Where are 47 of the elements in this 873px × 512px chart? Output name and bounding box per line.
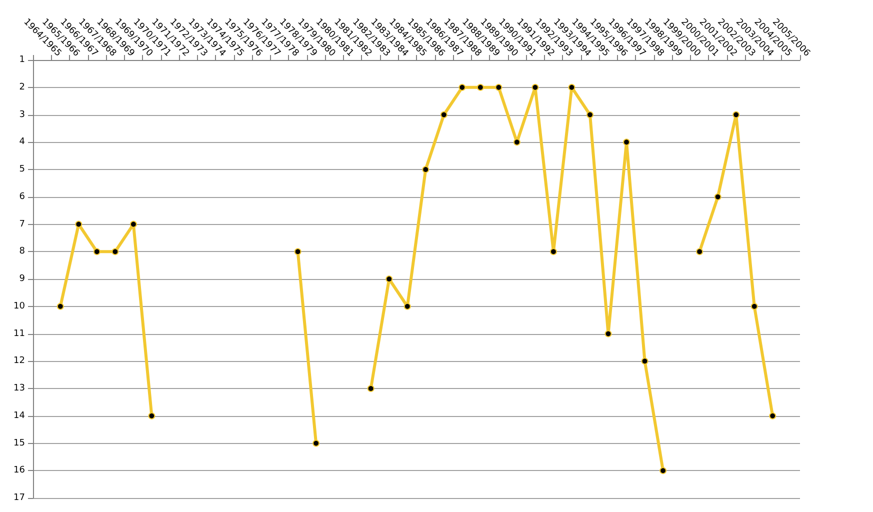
point bbox=[148, 412, 156, 420]
point bbox=[130, 220, 137, 228]
y-tick-label: 14 bbox=[14, 410, 26, 421]
y-tick-label: 15 bbox=[14, 438, 25, 448]
y-tick-label: 16 bbox=[14, 466, 26, 476]
point bbox=[660, 467, 667, 474]
point bbox=[75, 220, 82, 228]
point bbox=[476, 84, 484, 91]
point bbox=[550, 248, 557, 256]
point bbox=[404, 302, 411, 310]
y-tick-label: 7 bbox=[19, 219, 25, 230]
point bbox=[604, 330, 612, 338]
point bbox=[750, 302, 758, 310]
y-tick-label: 9 bbox=[19, 274, 26, 284]
point bbox=[422, 166, 430, 173]
point bbox=[312, 440, 320, 447]
y-tick-label: 13 bbox=[14, 384, 25, 394]
point bbox=[386, 276, 393, 282]
y-tick-label: 1 bbox=[19, 55, 25, 65]
y-tick-label: 8 bbox=[19, 246, 26, 257]
y-tick-label: 6 bbox=[19, 192, 26, 202]
point bbox=[769, 412, 776, 420]
point bbox=[641, 358, 648, 365]
point bbox=[714, 193, 722, 200]
point bbox=[623, 138, 630, 146]
y-tick-label: 11 bbox=[14, 328, 25, 339]
y-tick-label: 4 bbox=[19, 137, 26, 148]
y-tick-label: 5 bbox=[19, 164, 25, 174]
point bbox=[513, 138, 520, 146]
point bbox=[294, 248, 302, 256]
y-tick-label: 2 bbox=[19, 82, 25, 92]
point bbox=[586, 111, 594, 118]
point bbox=[440, 111, 448, 118]
point bbox=[93, 248, 100, 256]
point bbox=[568, 84, 576, 91]
y-tick-label: 12 bbox=[14, 356, 25, 366]
point bbox=[696, 248, 704, 256]
point bbox=[495, 84, 502, 91]
point bbox=[112, 248, 119, 256]
point bbox=[56, 302, 64, 310]
point bbox=[732, 111, 740, 118]
point bbox=[367, 385, 374, 392]
point bbox=[458, 84, 466, 91]
y-tick-label: 3 bbox=[19, 110, 25, 120]
y-tick-label: 10 bbox=[14, 301, 26, 312]
y-tick-label: 17 bbox=[14, 493, 25, 503]
point bbox=[532, 84, 539, 91]
